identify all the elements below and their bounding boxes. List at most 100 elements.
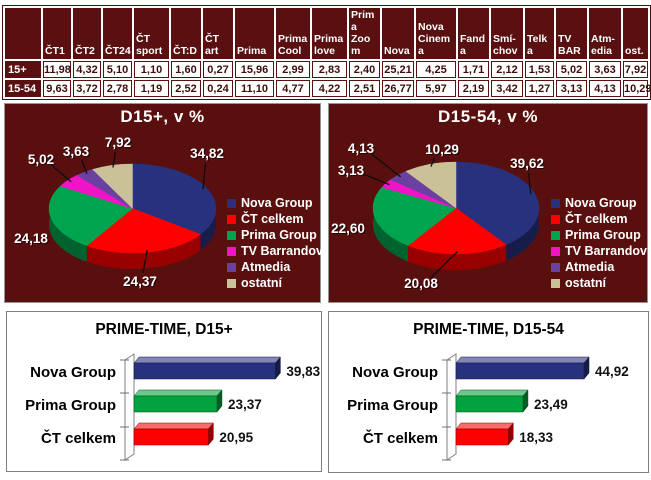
share-cell: 3,63 [589,61,621,79]
legend-label: ostatní [565,276,606,290]
legend-label: Atmedia [241,260,291,274]
legend-label: ostatní [241,276,282,290]
pie-value-label-t-celkem: 24,37 [123,274,157,289]
share-cell: 1,71 [458,61,489,79]
share-cell: 1,19 [134,80,169,98]
row-header: 15+ [5,61,41,79]
column-header-tv-bar: TV BAR [556,8,587,60]
legend-label: TV Barrandov [565,244,647,258]
bar-prima-group [133,395,218,413]
pie-slice-prima-group [372,187,457,246]
bar-title-primetime-d15plus: PRIME-TIME, D15+ [95,321,233,338]
bar-chart-primetime-d15plus: 39,83 Nova Group 23,37 Prima Group 20,95 ČT c… [25,353,321,461]
column-header-prima-love: Prima love [312,8,347,60]
bar-category-label-prima-group: Prima Group [25,397,116,414]
pie-value-label-shadow: 7,92 [106,136,132,151]
bar-category-label-t-celkem: ČT celkem [41,429,116,447]
share-cell: 2,40 [349,61,380,79]
bar-value-label-prima-group: 23,49 [534,397,568,412]
pie-label-leader-line [202,162,207,190]
share-cell: 25,21 [382,61,414,79]
column-header-telka: Telka [525,8,554,60]
share-cell: 5,02 [556,61,587,79]
legend-swatch [551,230,560,240]
legend-swatch [227,278,236,288]
pie-value-label-shadow: 34,82 [191,147,225,162]
legend-item-tv-barrandov: TV Barrandov [551,243,647,259]
pie-slice-ostatn [405,161,457,209]
bar-t-celkem [133,428,209,446]
pie-slice-side-prima-group [373,187,409,262]
column-header-t24: ČT24 [103,8,132,60]
pie-value-label-ostatn: 10,29 [425,142,459,157]
share-cell: 2,52 [171,80,201,98]
pie-value-label-ostatn: 7,92 [105,135,131,150]
pie-value-label-shadow: 3,63 [64,145,91,160]
bar-top-t-celkem [455,422,514,430]
pie-value-label-shadow: 3,13 [339,164,366,179]
pie-slice-t-celkem [407,207,507,255]
column-header-ost: ost. [623,8,648,60]
audience-share-table-wrap: ČT1 ČT2 ČT24 ČT sport ČT:D ČT art Prima Prima C… [2,5,651,101]
share-cell: 1,60 [171,61,201,79]
bar-prima-group [455,395,524,413]
share-cell: 2,99 [276,61,310,79]
legend-label: Nova Group [565,196,637,210]
share-cell: 1,10 [134,61,169,79]
bar-panel-primetime-d15-54: PRIME-TIME, D15-54 44,92 Nova Group 23,49 P… [328,311,649,473]
share-cell: 9,63 [43,80,71,98]
pie-value-label-shadow: 24,18 [15,232,49,247]
pie-value-label-tv-barrandov: 3,13 [338,163,365,178]
column-header-t2: ČT2 [73,8,101,60]
bar-top-prima-group [133,389,223,397]
share-cell: 10,29 [623,80,651,98]
legend-swatch [227,246,236,256]
pie-legend-d15-54: Nova Group ČT celkem Prima Group TV Barrand… [551,195,647,291]
legend-item-nova-group: Nova Group [227,195,323,211]
pie-value-label-shadow: 22,60 [332,222,366,237]
bar-category-label-nova-group: Nova Group [352,364,438,381]
legend-swatch [551,214,560,224]
bar-value-label-nova-group: 44,92 [595,364,629,379]
share-cell: 2,78 [103,80,132,98]
pie-slice-nova-group [455,161,540,245]
bar-value-label-t-celkem: 20,95 [219,430,253,445]
share-cell: 5,10 [103,61,132,79]
share-cell: 1,53 [525,61,554,79]
pie-slice-prima-group [48,185,134,247]
pie-title-d15-54: D15-54, v % [438,107,538,126]
column-header-atm-edia: Atm-edia [589,8,621,60]
share-cell: 7,92 [623,61,648,79]
pie-value-label-nova-group: 34,82 [190,146,224,161]
share-cell: 4,32 [73,61,101,79]
column-header-nova-cinema: Nova Cinema [416,8,456,60]
legend-swatch [227,214,236,224]
pie-label-leader-line [371,153,402,178]
pie-value-label-nova-group: 39,62 [510,156,544,171]
legend-item-prima-group: Prima Group [551,227,647,243]
pie-value-label-prima-group: 22,60 [331,221,365,236]
table-row-15: 15+ 11,98 4,32 5,10 1,10 1,60 0,27 15,96 2,99 2,8… [5,61,648,79]
audience-share-table: ČT1 ČT2 ČT24 ČT sport ČT:D ČT art Prima Prima C… [3,6,651,100]
pie-value-label-atmedia: 3,63 [63,144,90,159]
share-cell: 3,42 [491,80,523,98]
pie-label-leader-line [112,151,117,168]
bar-t-celkem [455,428,509,446]
share-cell: 4,13 [589,80,621,98]
pie-label-leader-line [430,251,458,279]
legend-swatch [227,230,236,240]
legend-label: Prima Group [565,228,641,242]
column-header-t-art: ČT art [203,8,233,60]
table-row-15-54: 15-54 9,63 3,72 2,78 1,19 2,52 0,24 11,10 4,77 4,… [5,80,651,98]
share-cell: 2,83 [312,61,347,79]
bar-category-label-prima-group: Prima Group [347,397,438,414]
bar-value-label-prima-group: 23,37 [228,397,262,412]
pie-legend-d15plus: Nova Group ČT celkem Prima Group TV Barrand… [227,195,323,291]
pie-label-leader-line [527,172,532,195]
bar-panel-primetime-d15plus: PRIME-TIME, D15+ 39,83 Nova Group 23,37 Pri… [6,311,322,472]
legend-item-atmedia: Atmedia [227,259,323,275]
share-cell: 0,27 [203,61,233,79]
bar-nova-group [455,362,585,380]
